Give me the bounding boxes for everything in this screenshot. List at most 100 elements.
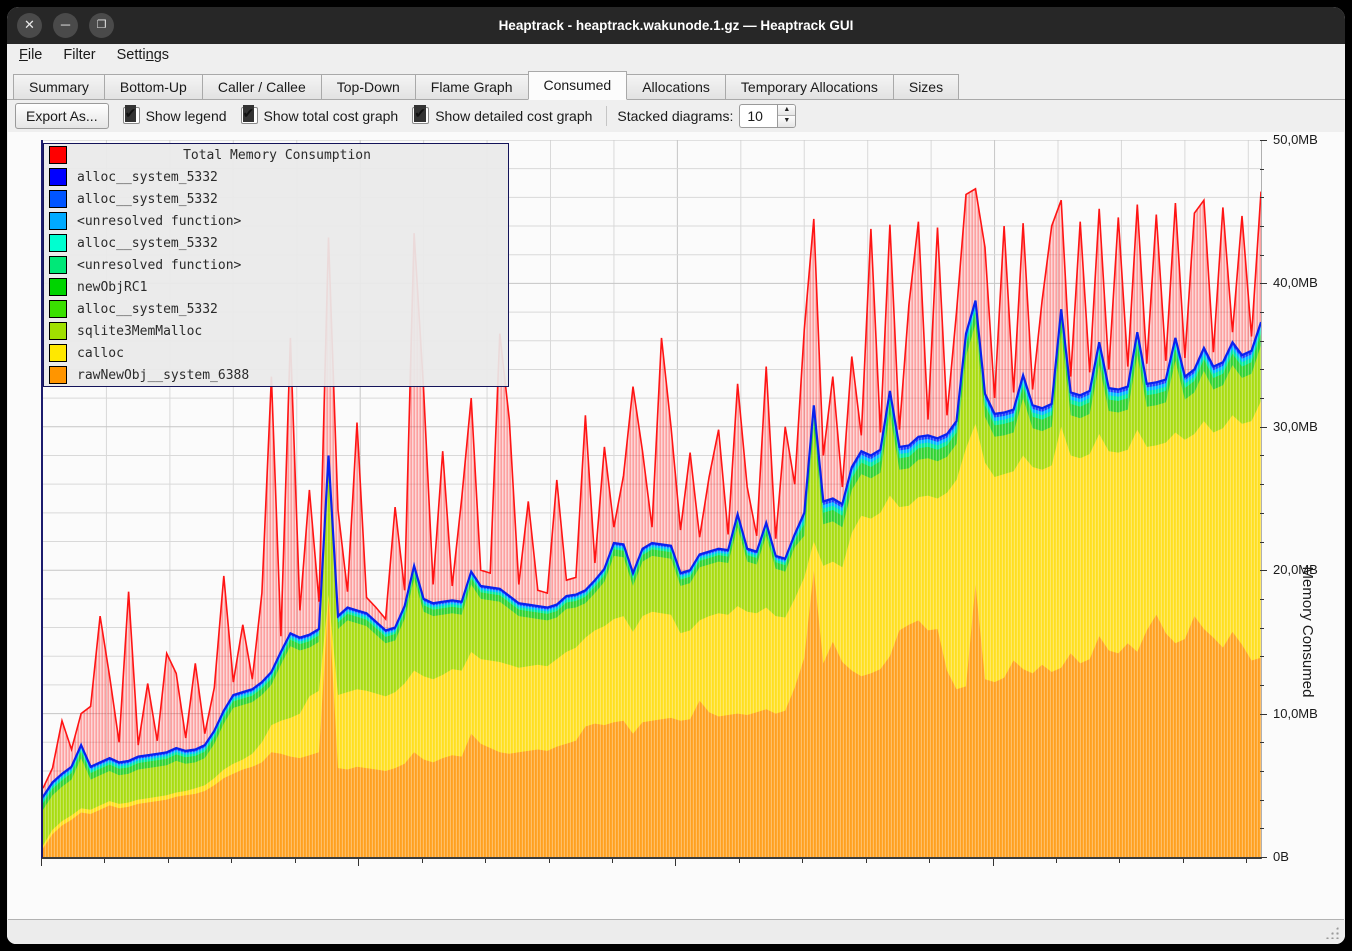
y-tick-label: 50,0MB <box>1273 132 1318 147</box>
x-tick <box>358 859 360 866</box>
resize-grip-icon[interactable] <box>1325 926 1339 939</box>
toolbar: Export As... ✔ Show legend ✔ Show total cos… <box>7 99 1345 132</box>
x-tick <box>294 859 296 863</box>
y-tick <box>1260 770 1264 772</box>
close-icon: ✕ <box>24 17 35 32</box>
tab-bottom-up[interactable]: Bottom-Up <box>103 74 202 100</box>
y-tick <box>1260 656 1264 658</box>
legend-swatch <box>49 366 67 384</box>
export-as-button[interactable]: Export As... <box>15 102 109 129</box>
y-tick-label: 10,0MB <box>1273 705 1318 721</box>
menu-item-filter[interactable]: Filter <box>63 47 96 63</box>
checkbox-icon[interactable]: ✔ <box>240 105 258 124</box>
close-button[interactable]: ✕ <box>17 13 42 38</box>
y-tick-label: 30,0MB <box>1273 418 1318 434</box>
y-tick <box>1260 742 1264 744</box>
checkbox-icon[interactable]: ✔ <box>412 105 430 124</box>
x-tick <box>231 859 233 863</box>
menu-item-file[interactable]: File <box>19 47 43 63</box>
legend-item: alloc__system_5332 <box>44 188 508 210</box>
tab-summary[interactable]: Summary <box>13 74 104 100</box>
legend-item: rawNewObj__system_6388 <box>44 364 508 386</box>
tab-sizes[interactable]: Sizes <box>892 74 960 100</box>
x-tick <box>738 859 740 863</box>
checkbox-show-detailed-cost-graph[interactable]: ✔ Show detailed cost graph <box>412 105 593 124</box>
toolbar-separator <box>606 105 608 126</box>
y-tick <box>1260 857 1267 858</box>
stacked-diagrams-value[interactable]: 10 <box>739 103 778 128</box>
x-tick <box>1056 859 1057 863</box>
total-consumption-line <box>43 187 1261 789</box>
legend-swatch <box>49 212 67 230</box>
legend-swatch <box>49 322 67 340</box>
memory-consumption-plot[interactable]: Total Memory Consumption alloc__system_53… <box>41 140 1262 859</box>
y-tick <box>1260 799 1264 801</box>
menu-bar: File Filter Settings <box>7 44 1345 70</box>
x-tick <box>992 859 994 866</box>
spin-down-icon[interactable]: ▼ <box>778 116 796 127</box>
y-tick <box>1260 484 1264 486</box>
y-tick <box>1260 455 1264 457</box>
stack-hatch-overlay <box>43 300 1261 857</box>
menu-item-settings[interactable]: Settings <box>116 47 170 63</box>
legend-swatch <box>49 256 67 274</box>
y-tick <box>1260 398 1264 400</box>
x-tick <box>929 859 931 863</box>
x-tick <box>1246 859 1248 863</box>
x-tick <box>611 859 613 863</box>
x-tick <box>421 859 423 863</box>
legend-label: rawNewObj__system_6388 <box>77 367 250 383</box>
maximize-icon: ❐ <box>96 19 107 31</box>
legend-title-row: Total Memory Consumption <box>44 144 508 166</box>
tab-allocations[interactable]: Allocations <box>627 74 725 100</box>
x-tick <box>675 859 677 866</box>
consumed-chart-widget: Total Memory Consumption alloc__system_53… <box>8 132 1344 920</box>
y-tick <box>1260 254 1264 256</box>
legend-swatch <box>49 190 67 208</box>
tab-top-down[interactable]: Top-Down <box>320 74 415 100</box>
y-tick-label: 40,0MB <box>1273 275 1318 291</box>
checkbox-icon[interactable]: ✔ <box>122 105 140 124</box>
legend-label: <unresolved function> <box>77 257 242 273</box>
chart-legend: Total Memory Consumption alloc__system_53… <box>43 143 509 387</box>
legend-item: calloc <box>44 342 508 364</box>
y-tick <box>1260 369 1264 371</box>
y-tick <box>1260 541 1264 543</box>
y-tick <box>1260 713 1267 715</box>
legend-label: alloc__system_5332 <box>77 169 218 185</box>
spin-up-icon[interactable]: ▲ <box>778 104 796 116</box>
checkbox-show-total-cost-graph[interactable]: ✔ Show total cost graph <box>240 105 399 124</box>
tab-bar: Summary Bottom-Up Caller / Callee Top-Down F… <box>7 71 1345 100</box>
x-tick <box>167 859 169 863</box>
legend-item: alloc__system_5332 <box>44 232 508 254</box>
x-tick <box>802 859 804 863</box>
minimize-button[interactable]: ─ <box>53 13 78 38</box>
tab-flame-graph[interactable]: Flame Graph <box>414 74 528 100</box>
legend-label: alloc__system_5332 <box>77 191 218 207</box>
tab-consumed[interactable]: Consumed <box>527 71 628 100</box>
app-window: ✕ ─ ❐ Heaptrack - heaptrack.wakunode.1.g… <box>7 7 1345 944</box>
legend-item: alloc__system_5332 <box>44 298 508 320</box>
stacked-diagrams-spinbox[interactable]: 10 ▲ ▼ <box>739 103 797 128</box>
tab-temporary-allocations[interactable]: Temporary Allocations <box>724 74 893 100</box>
legend-label: alloc__system_5332 <box>77 235 218 251</box>
legend-swatch <box>49 300 67 318</box>
legend-label: alloc__system_5332 <box>77 301 218 317</box>
y-tick <box>1260 340 1264 342</box>
status-bar <box>7 920 1345 944</box>
legend-label: calloc <box>77 345 124 361</box>
legend-item: <unresolved function> <box>44 254 508 276</box>
y-tick <box>1260 140 1267 141</box>
legend-title: Total Memory Consumption <box>183 147 371 163</box>
window-title: Heaptrack - heaptrack.wakunode.1.gz — He… <box>498 18 854 33</box>
checkbox-label: Show legend <box>145 107 227 124</box>
y-tick <box>1260 627 1264 629</box>
checkbox-label: Show detailed cost graph <box>435 107 593 124</box>
tab-caller-callee[interactable]: Caller / Callee <box>201 74 321 100</box>
checkbox-label: Show total cost graph <box>263 107 399 124</box>
y-tick-label: 0B <box>1273 849 1289 864</box>
checkbox-show-legend[interactable]: ✔ Show legend <box>122 105 227 124</box>
maximize-button[interactable]: ❐ <box>89 13 114 38</box>
y-tick <box>1260 226 1264 228</box>
y-tick <box>1260 283 1267 285</box>
